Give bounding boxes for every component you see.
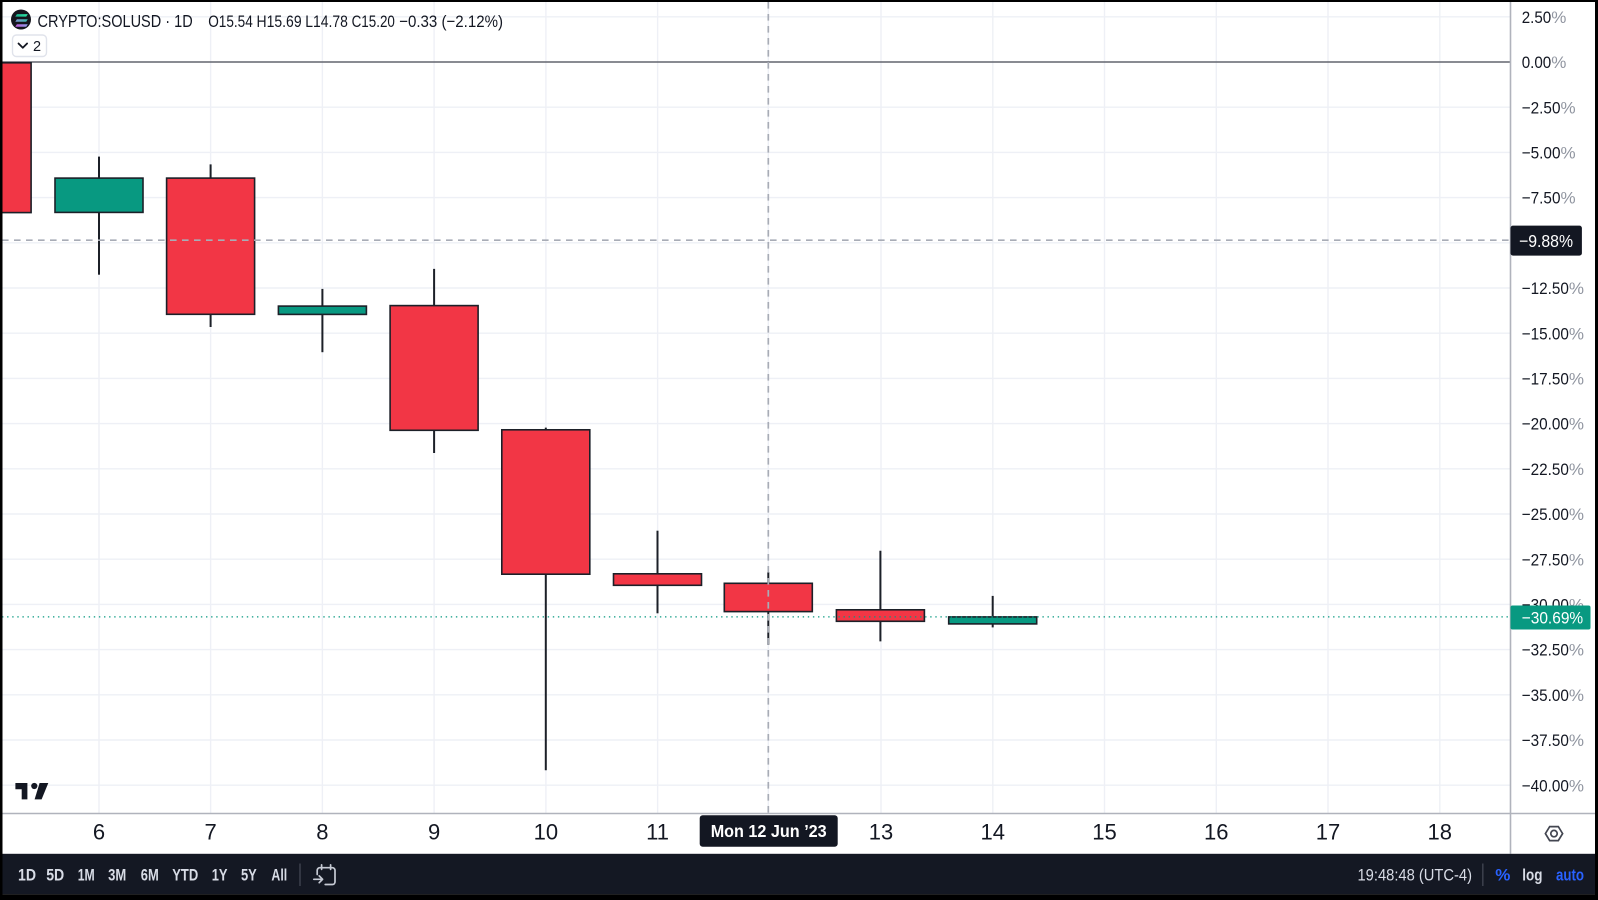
svg-text:1Y: 1Y — [212, 865, 228, 884]
svg-text:log: log — [1522, 865, 1542, 884]
svg-text:17: 17 — [1316, 820, 1340, 845]
svg-text:3M: 3M — [108, 865, 126, 884]
svg-text:%: % — [1569, 370, 1584, 389]
svg-text:%: % — [1561, 98, 1576, 117]
svg-text:YTD: YTD — [172, 865, 198, 884]
svg-text:19:48:48 (UTC-4): 19:48:48 (UTC-4) — [1358, 865, 1473, 884]
svg-text:−25.00: −25.00 — [1522, 505, 1569, 524]
svg-text:−27.50: −27.50 — [1522, 550, 1569, 569]
svg-text:%: % — [1569, 460, 1584, 479]
svg-text:%: % — [1569, 415, 1584, 434]
svg-text:%: % — [1495, 865, 1510, 884]
svg-text:5Y: 5Y — [241, 865, 257, 884]
svg-text:%: % — [1569, 279, 1584, 298]
svg-text:%: % — [1551, 8, 1566, 27]
svg-text:−5.00: −5.00 — [1522, 144, 1561, 163]
svg-text:6: 6 — [93, 820, 105, 845]
svg-text:6M: 6M — [141, 865, 159, 884]
svg-text:%: % — [1561, 189, 1576, 208]
svg-text:−12.50: −12.50 — [1522, 279, 1569, 298]
svg-text:−22.50: −22.50 — [1522, 460, 1569, 479]
svg-text:auto: auto — [1556, 865, 1584, 884]
svg-text:−30.69%: −30.69% — [1522, 609, 1584, 628]
svg-text:16: 16 — [1204, 820, 1228, 845]
svg-text:%: % — [1569, 686, 1584, 705]
svg-text:−35.00: −35.00 — [1522, 686, 1569, 705]
svg-text:%: % — [1569, 505, 1584, 524]
svg-text:2.50: 2.50 — [1522, 8, 1552, 27]
svg-text:−17.50: −17.50 — [1522, 370, 1569, 389]
svg-text:CRYPTO:SOLUSD · 1D: CRYPTO:SOLUSD · 1D — [38, 11, 193, 31]
svg-text:−32.50: −32.50 — [1522, 641, 1569, 660]
svg-text:%: % — [1551, 53, 1566, 72]
svg-text:9: 9 — [428, 820, 440, 845]
svg-text:11: 11 — [646, 820, 669, 845]
svg-text:%: % — [1569, 731, 1584, 750]
svg-text:13: 13 — [869, 820, 893, 845]
svg-text:−2.50: −2.50 — [1522, 98, 1561, 117]
svg-text:−9.88%: −9.88% — [1519, 231, 1573, 251]
svg-text:L14.78: L14.78 — [305, 12, 348, 31]
svg-text:%: % — [1569, 776, 1584, 795]
svg-text:1M: 1M — [78, 865, 95, 884]
svg-text:Mon 12 Jun ’23: Mon 12 Jun ’23 — [711, 821, 827, 841]
svg-text:%: % — [1569, 550, 1584, 569]
svg-text:2: 2 — [33, 39, 41, 55]
svg-text:8: 8 — [316, 820, 328, 845]
svg-text:0.00: 0.00 — [1522, 53, 1552, 72]
svg-text:%: % — [1569, 324, 1584, 343]
svg-text:−7.50: −7.50 — [1522, 189, 1561, 208]
svg-text:1D: 1D — [18, 865, 36, 884]
svg-text:O15.54: O15.54 — [208, 12, 253, 31]
svg-text:10: 10 — [534, 820, 558, 845]
svg-text:−40.00: −40.00 — [1522, 776, 1569, 795]
svg-text:H15.69: H15.69 — [257, 12, 302, 31]
svg-text:−20.00: −20.00 — [1522, 415, 1569, 434]
svg-text:5D: 5D — [46, 865, 64, 884]
svg-text:All: All — [271, 865, 287, 884]
svg-text:15: 15 — [1092, 820, 1116, 845]
svg-text:18: 18 — [1428, 820, 1452, 845]
svg-text:−15.00: −15.00 — [1522, 324, 1569, 343]
svg-text:%: % — [1569, 641, 1584, 660]
svg-text:14: 14 — [981, 820, 1005, 845]
svg-text:7: 7 — [204, 820, 216, 845]
svg-text:%: % — [1561, 144, 1576, 163]
svg-text:C15.20: C15.20 — [352, 12, 395, 31]
svg-text:−0.33 (−2.12%): −0.33 (−2.12%) — [399, 12, 503, 31]
svg-text:−37.50: −37.50 — [1522, 731, 1569, 750]
